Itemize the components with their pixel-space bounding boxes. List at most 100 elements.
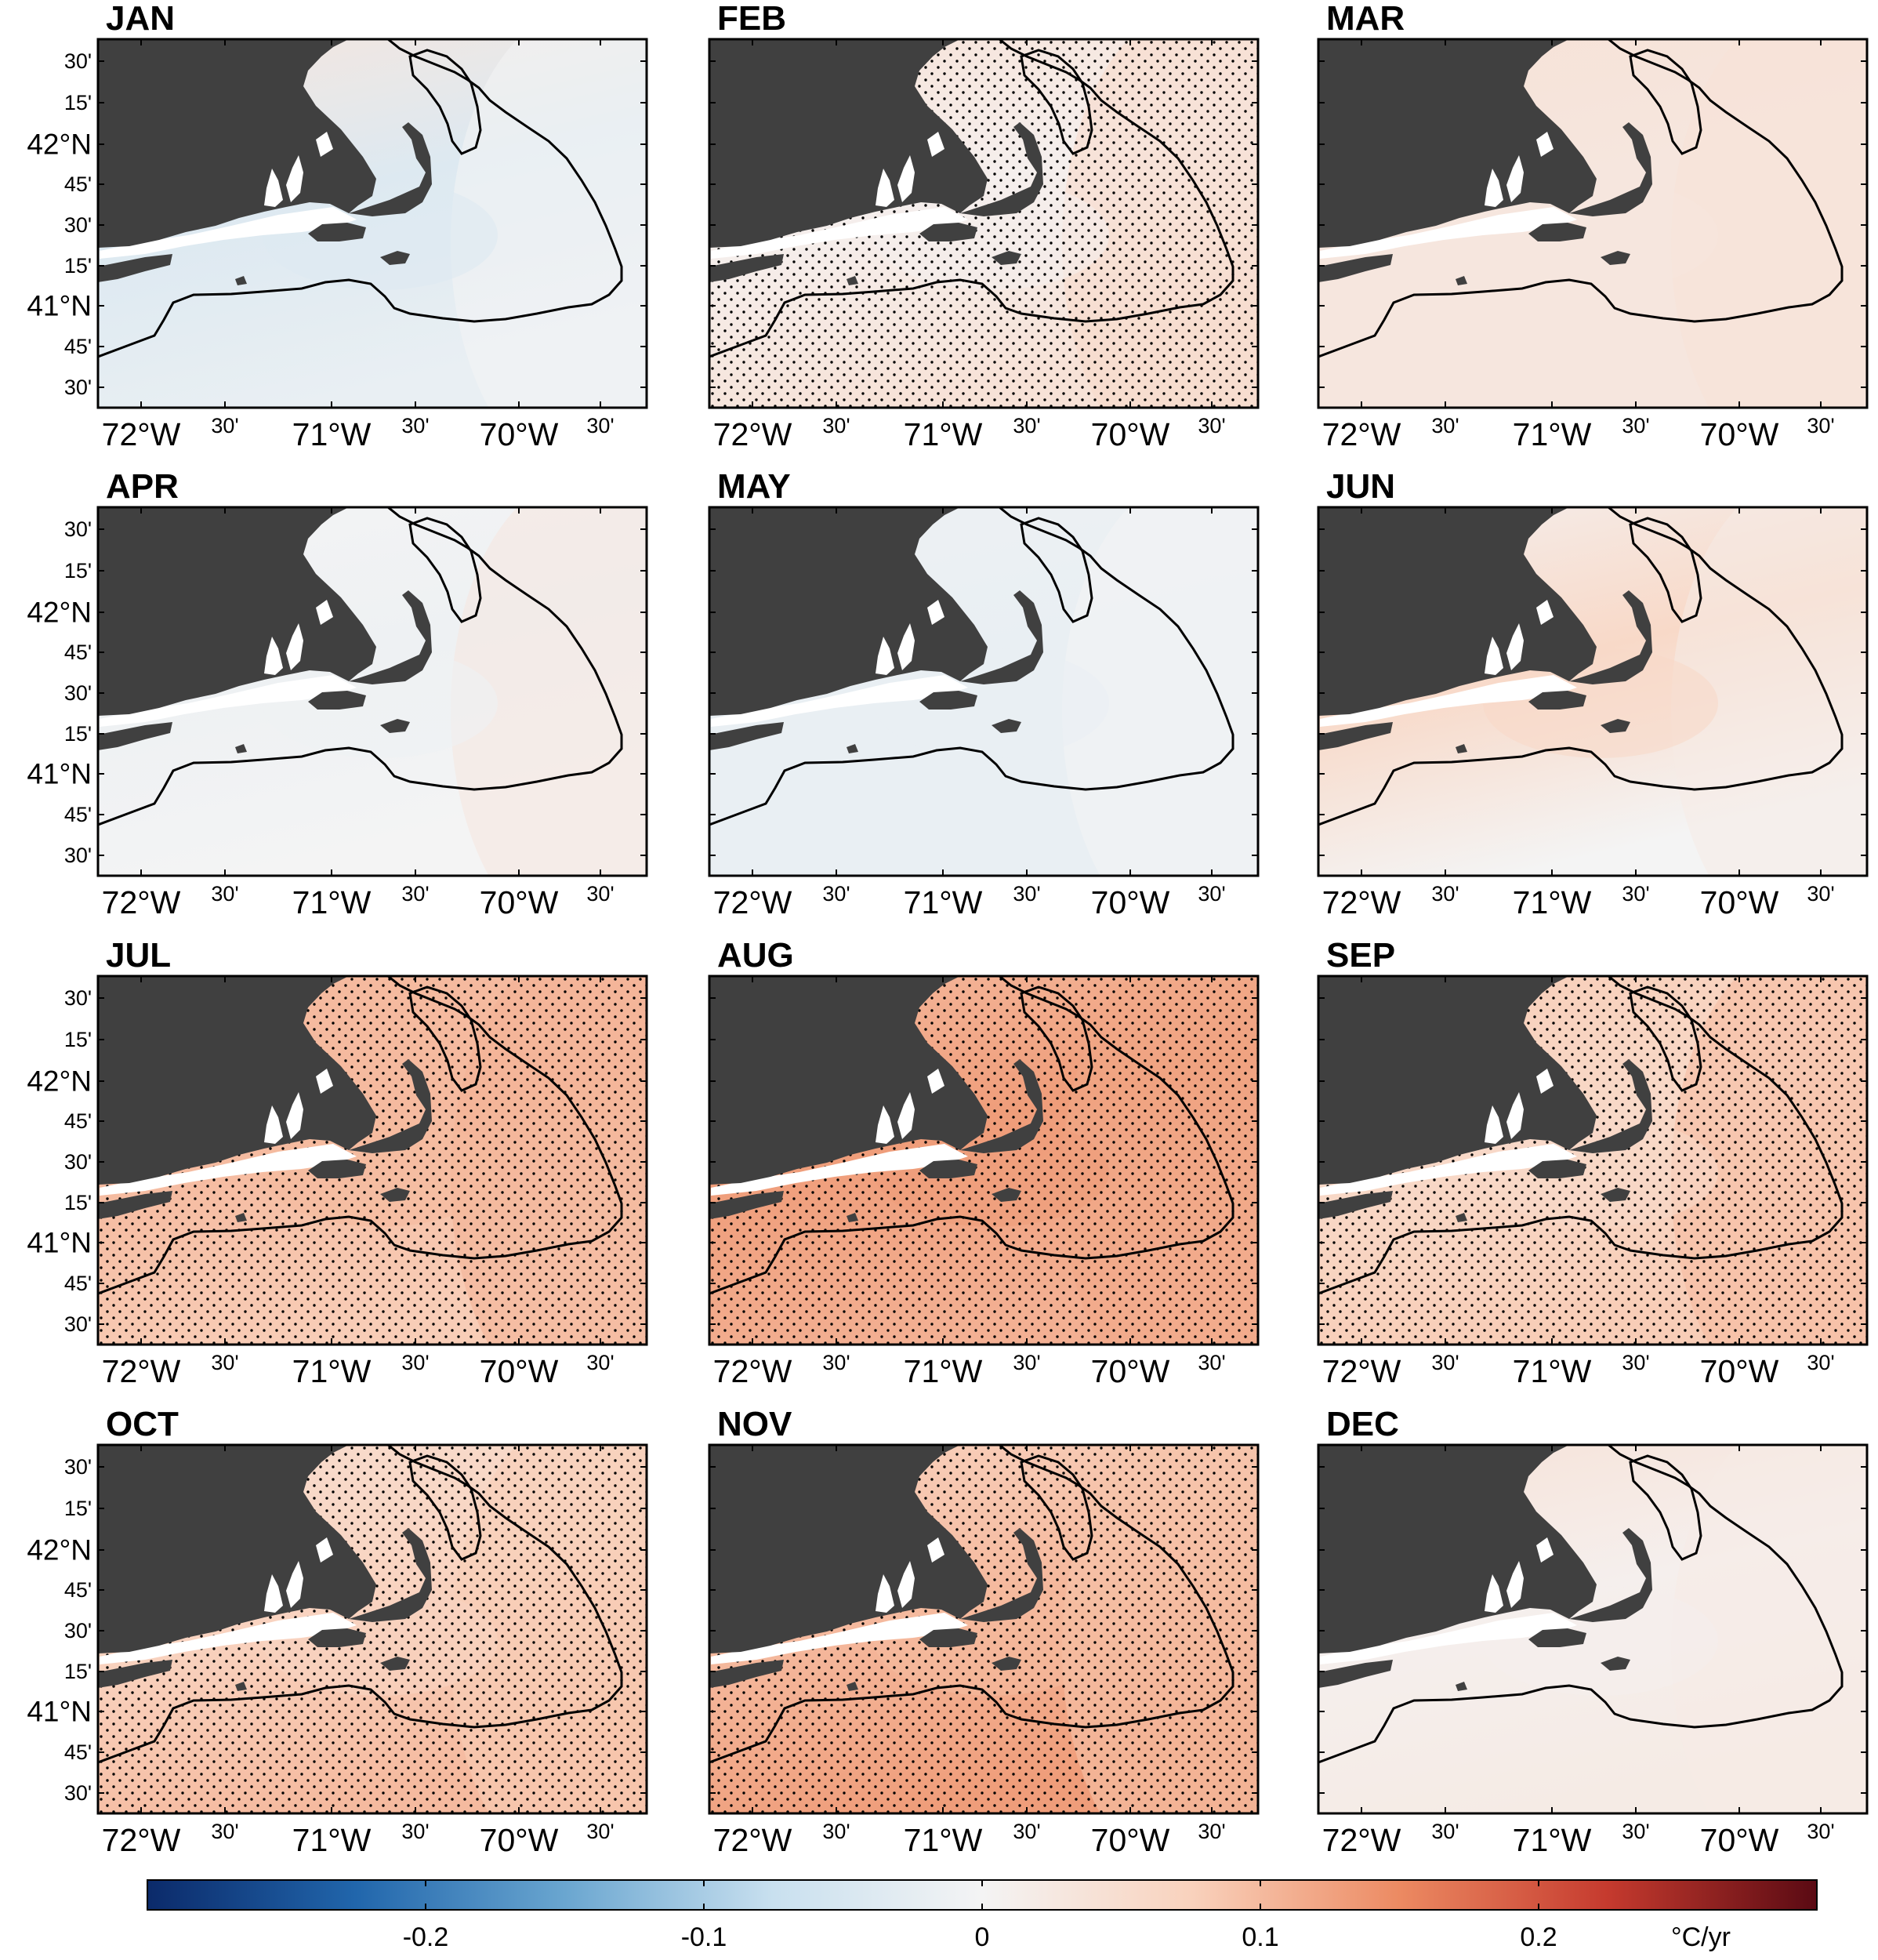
lon-tick-label: 30' xyxy=(401,414,429,437)
lon-tick-label: 30' xyxy=(211,1351,238,1374)
lon-tick-label: 70°W xyxy=(1091,884,1170,920)
block-island xyxy=(847,744,858,753)
marthas-vineyard xyxy=(308,1628,366,1647)
lat-tick-label: 15' xyxy=(64,1191,92,1214)
month-title: MAY xyxy=(717,467,791,506)
cape-cod xyxy=(349,590,432,684)
bay xyxy=(897,1092,915,1139)
lon-tick-label: 71°W xyxy=(904,1822,983,1858)
bay xyxy=(1485,1574,1503,1613)
lat-tick-label: 41°N xyxy=(27,1696,92,1728)
coastal-nodata xyxy=(711,1613,968,1664)
lon-tick-label: 71°W xyxy=(904,416,983,452)
colorbar: -0.2 -0.1 0 0.1 0.2 °C/yr xyxy=(147,1879,1818,1952)
colorbar-unit-label: °C/yr xyxy=(1671,1922,1731,1952)
lon-tick-label: 70°W xyxy=(480,1353,559,1389)
lon-tick-label: 70°W xyxy=(480,416,559,452)
bay xyxy=(264,1105,283,1144)
lon-tick-label: 30' xyxy=(1198,882,1225,906)
lon-tick-label: 71°W xyxy=(292,884,372,920)
lon-tick-label: 72°W xyxy=(713,416,792,452)
bay-contour xyxy=(408,517,482,623)
bay-contour xyxy=(408,985,482,1092)
bay xyxy=(876,637,894,675)
trend-field xyxy=(709,507,1258,876)
lat-tick-label: 30' xyxy=(64,1455,92,1479)
trend-offshore-patch xyxy=(451,39,647,408)
lat-tick-label: 30' xyxy=(64,517,92,541)
panel-sep: SEP 72°W 30' 71°W 30' 70°W 30' xyxy=(1317,936,1869,1389)
lat-tick-label: 30' xyxy=(64,213,92,237)
bay xyxy=(286,1561,303,1608)
panel-apr: APR 30' 15' 42°N 45' 30' 15' 41°N 45' 30' 72°W 30' 7… xyxy=(27,467,648,920)
nantucket xyxy=(380,251,410,265)
marthas-vineyard xyxy=(308,691,366,710)
cape-cod xyxy=(1569,1059,1652,1153)
trend-sound-patch xyxy=(874,648,1109,758)
nantucket xyxy=(992,1657,1021,1671)
lon-tick-label: 70°W xyxy=(1700,416,1779,452)
lon-tick-label: 30' xyxy=(1013,1351,1040,1374)
panel-frame xyxy=(96,506,648,877)
block-island xyxy=(1456,276,1467,285)
colorbar-tick-label: 0 xyxy=(975,1922,990,1952)
month-title: JUN xyxy=(1326,467,1395,506)
lon-tick-label: 70°W xyxy=(1700,1822,1779,1858)
panel-frame xyxy=(96,1443,648,1815)
month-title: SEP xyxy=(1326,936,1395,975)
bay xyxy=(286,623,303,670)
block-island xyxy=(235,744,247,753)
lat-tick-label: 30' xyxy=(64,1312,92,1336)
trend-offshore-patch xyxy=(1671,39,1867,408)
lon-tick-label: 30' xyxy=(822,882,850,906)
lon-tick-label: 70°W xyxy=(1700,884,1779,920)
trend-field xyxy=(1318,39,1867,408)
lon-tick-label: 30' xyxy=(1431,414,1459,437)
trend-offshore-patch xyxy=(451,507,647,876)
trend-field xyxy=(709,1445,1258,1813)
nantucket xyxy=(1601,251,1630,265)
lat-tick-label: 30' xyxy=(64,1150,92,1174)
lon-tick-label: 72°W xyxy=(1322,1822,1401,1858)
mainland xyxy=(1318,507,1597,716)
panel-frame xyxy=(96,38,648,409)
block-island xyxy=(235,276,247,285)
long-island-tip xyxy=(98,1660,172,1688)
lon-tick-label: 30' xyxy=(1198,1820,1225,1843)
depth-contour xyxy=(98,1445,623,1764)
bay xyxy=(1485,637,1503,675)
lon-tick-label: 70°W xyxy=(1091,416,1170,452)
bay-contour xyxy=(1020,985,1093,1092)
lon-tick-label: 30' xyxy=(211,414,238,437)
lat-tick-label: 41°N xyxy=(27,290,92,322)
coastal-nodata xyxy=(100,1613,357,1664)
lat-tick-label: 15' xyxy=(64,254,92,278)
bay xyxy=(264,637,283,675)
lon-tick-label: 72°W xyxy=(102,884,181,920)
bay xyxy=(927,600,944,625)
panel-nov: NOV 72°W 30' 71°W 30' 70°W 30' xyxy=(708,1405,1260,1858)
bay xyxy=(876,169,894,207)
panel-dec: DEC 72°W 30' 71°W 30' 70°W 30' xyxy=(1317,1405,1869,1858)
long-island-tip xyxy=(98,722,172,750)
long-island-tip xyxy=(709,254,784,282)
lat-tick-label: 30' xyxy=(64,844,92,867)
panel-may: MAY 72°W 30' 71°W 30' 70°W 30' xyxy=(708,467,1260,920)
lon-tick-label: 30' xyxy=(1622,414,1649,437)
trend-field xyxy=(709,39,1258,408)
mainland xyxy=(709,507,988,716)
lon-tick-label: 30' xyxy=(1013,1820,1040,1843)
bay xyxy=(316,1537,333,1563)
bay xyxy=(1506,1092,1524,1139)
cape-cod xyxy=(960,122,1043,216)
lat-tick-label: 30' xyxy=(64,1619,92,1642)
lat-tick-label: 45' xyxy=(64,172,92,196)
colorbar-tick-label: 0.1 xyxy=(1242,1922,1278,1952)
mainland xyxy=(709,976,988,1185)
bay-contour xyxy=(408,49,482,155)
bay xyxy=(897,1561,915,1608)
bay-contour xyxy=(408,1454,482,1561)
mainland xyxy=(98,976,376,1185)
bay xyxy=(876,1105,894,1144)
marthas-vineyard xyxy=(1528,1160,1586,1178)
